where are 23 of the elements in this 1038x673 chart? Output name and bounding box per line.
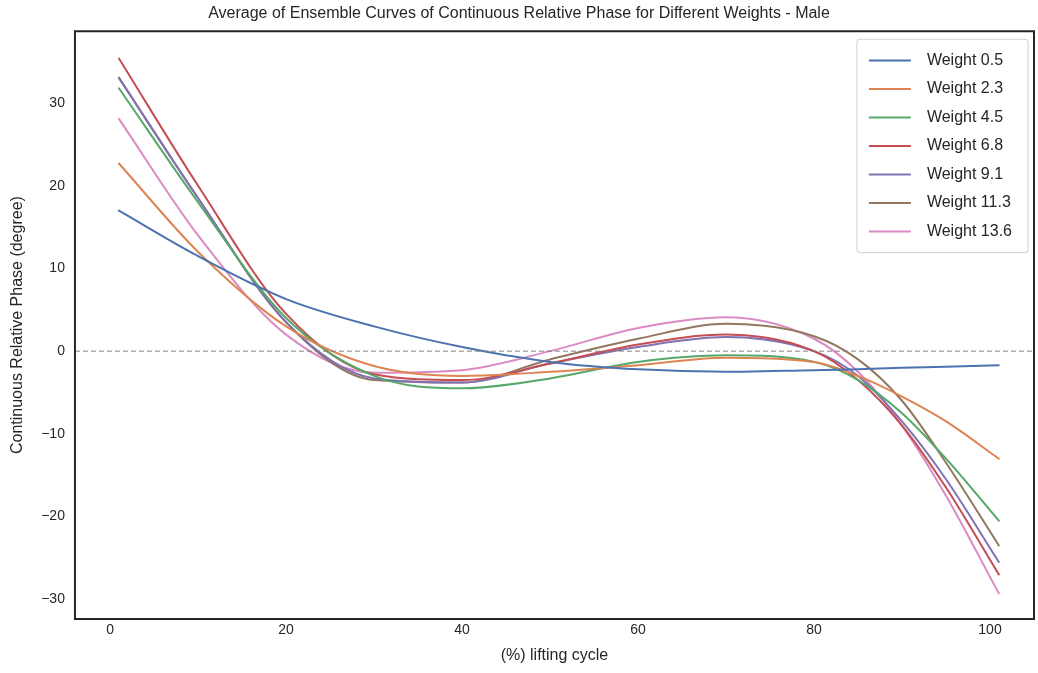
legend-label: Weight 11.3 [926,193,1011,211]
legend-label: Weight 6.8 [926,136,1004,154]
x-tick-label: 40 [454,621,471,638]
y-tick-label: 0 [57,342,66,358]
y-tick-label: −20 [41,507,66,524]
x-tick-label: 80 [806,621,823,638]
x-axis-title: (%) lifting cycle [500,645,609,663]
y-tick-label: 30 [49,93,66,110]
legend-label: Weight 2.3 [926,79,1004,97]
legend-label: Weight 9.1 [926,164,1004,182]
chart-title: Average of Ensemble Curves of Continuous Relative Phase for Different Weights - Male [208,4,830,22]
legend-label: Weight 4.5 [926,107,1004,125]
legend-label: Weight 13.6 [926,221,1013,239]
x-tick-label: 100 [978,621,1002,638]
x-tick-label: 20 [278,621,295,638]
y-tick-label: −10 [41,424,66,441]
x-tick-label: 0 [106,621,115,638]
y-tick-label: 20 [49,176,66,193]
legend-label: Weight 0.5 [926,50,1004,68]
y-tick-label: −30 [41,590,66,607]
y-axis-title: Continuous Relative Phase (degree) [8,196,26,455]
x-tick-label: 60 [630,621,647,638]
y-tick-label: 10 [49,259,66,276]
